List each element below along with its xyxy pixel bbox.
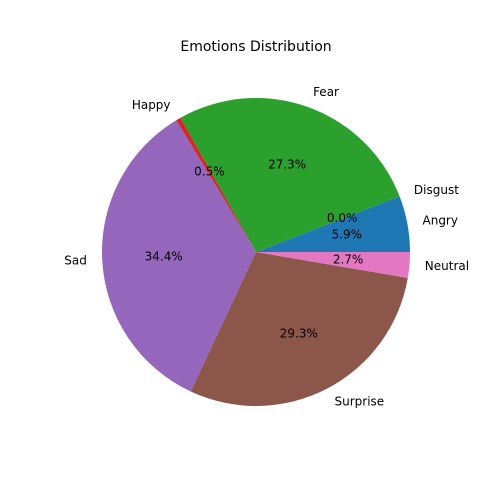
slice-label-disgust: Disgust [414,183,459,197]
pie-slice-happy [176,117,256,252]
pie-slice-sad [101,120,257,392]
slice-label-fear: Fear [313,85,339,99]
slice-label-surprise: Surprise [334,395,384,409]
slice-pct-fear: 27.3% [268,158,306,172]
pie-labels: Angry 5.9% Disgust 0.0% Fear 27.3% Happy 0.5% Sa… [64,85,469,409]
pie-slice-neutral [256,252,411,278]
pie-slice-fear [180,98,400,252]
slice-pct-sad: 34.4% [145,249,183,263]
slice-label-sad: Sad [64,254,87,268]
pie-slices [101,98,411,406]
pie-slice-surprise [190,252,408,406]
slice-pct-surprise: 29.3% [280,326,318,340]
slice-pct-angry: 5.9% [332,227,363,241]
slice-pct-neutral: 2.7% [333,252,364,266]
slice-label-neutral: Neutral [425,259,469,273]
pie-slice-angry [256,196,410,252]
slice-pct-happy: 0.5% [194,165,225,179]
slice-label-angry: Angry [423,213,458,227]
slice-label-happy: Happy [132,98,171,112]
chart-title: Emotions Distribution [180,39,331,55]
slice-pct-disgust: 0.0% [327,211,358,225]
